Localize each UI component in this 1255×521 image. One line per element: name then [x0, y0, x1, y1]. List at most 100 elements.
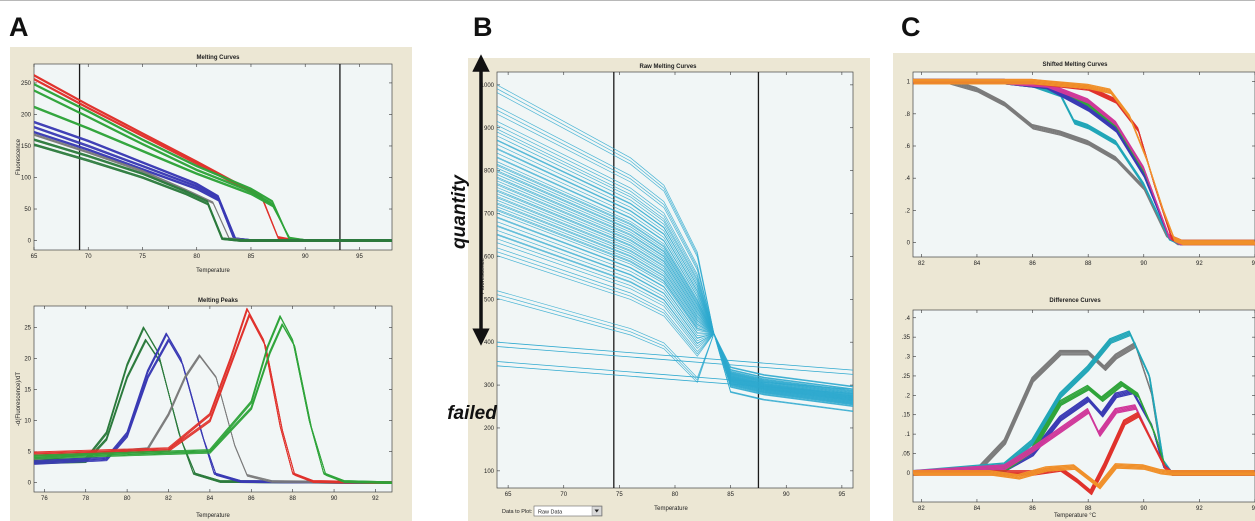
y-tick-label: 100 — [484, 469, 495, 475]
series-line — [913, 466, 1255, 489]
failed-curve — [497, 365, 853, 394]
y-tick-label: 200 — [21, 112, 32, 118]
panel-letter-b: B — [473, 12, 493, 42]
raw-curve — [497, 255, 853, 407]
series-line — [913, 464, 1255, 486]
y-axis-label: Fluorescence — [16, 138, 22, 175]
y-tick-label: 200 — [484, 426, 495, 432]
plot-area — [33, 305, 393, 493]
annotation-failed: failed — [447, 403, 497, 424]
x-tick-label: 80 — [193, 254, 200, 260]
x-tick-label: 94 — [1252, 506, 1255, 512]
failed-curve — [497, 341, 853, 371]
series-line — [34, 145, 392, 242]
x-axis-label: Temperature — [196, 513, 230, 519]
x-tick-label: 86 — [1029, 261, 1036, 267]
y-tick-label: .1 — [905, 432, 911, 438]
series-line — [34, 105, 392, 241]
raw-curve — [497, 229, 853, 404]
y-tick-label: 50 — [24, 207, 31, 213]
raw-curve — [497, 180, 853, 398]
x-tick-label: 92 — [1196, 261, 1203, 267]
raw-curve — [497, 290, 853, 412]
raw-curve — [497, 144, 853, 394]
raw-curve — [497, 298, 853, 413]
raw-curve — [497, 221, 853, 403]
x-tick-label: 84 — [974, 261, 981, 267]
y-tick-label: 0 — [907, 471, 911, 477]
raw-curve — [497, 113, 853, 390]
raw-curve — [497, 163, 853, 396]
y-tick-label: 25 — [24, 326, 31, 332]
chart-title: Melting Peaks — [198, 298, 239, 304]
chart-title: Shifted Melting Curves — [1042, 62, 1108, 68]
data-to-plot-label: Data to Plot: — [502, 509, 533, 515]
x-tick-label: 94 — [1252, 261, 1255, 267]
series-line — [34, 325, 392, 485]
x-tick-label: 70 — [85, 254, 92, 260]
x-tick-label: 76 — [41, 496, 48, 502]
raw-curve — [497, 196, 853, 400]
failed-curve — [497, 346, 853, 375]
raw-curve — [497, 135, 853, 393]
raw-curve — [497, 148, 853, 395]
x-tick-label: 82 — [165, 496, 172, 502]
raw-curve — [497, 140, 853, 394]
x-tick-label: 95 — [356, 254, 363, 260]
y-tick-label: 0 — [907, 241, 911, 247]
raw-curve — [497, 217, 853, 403]
y-tick-label: 5 — [28, 450, 32, 456]
x-tick-label: 90 — [302, 254, 309, 260]
y-tick-label: .8 — [905, 112, 911, 118]
x-tick-label: 88 — [289, 496, 296, 502]
y-tick-label: 500 — [484, 297, 495, 303]
x-tick-label: 82 — [918, 506, 925, 512]
chart-melting-peaks: Melting Peaks 76 78 80 82 84 86 88 90 92 0 5 10 15 20… — [16, 298, 393, 519]
annotation-quantity: quantity — [449, 174, 470, 249]
raw-curve — [497, 251, 853, 407]
x-tick-label: 70 — [560, 492, 567, 498]
series-line — [34, 143, 392, 241]
x-axis-label: Temperature — [196, 268, 230, 274]
x-tick-label: 88 — [1085, 506, 1092, 512]
y-tick-label: 20 — [24, 357, 31, 363]
raw-curve — [497, 170, 853, 397]
x-tick-label: 90 — [1140, 261, 1147, 267]
figure-top-border — [0, 0, 1255, 1]
raw-curve — [497, 212, 853, 402]
y-tick-label: 0 — [28, 239, 32, 245]
y-tick-label: 800 — [484, 169, 495, 175]
x-tick-label: 88 — [1085, 261, 1092, 267]
x-tick-label: 80 — [124, 496, 131, 502]
x-tick-label: 65 — [31, 254, 38, 260]
y-tick-label: 1 — [907, 80, 911, 86]
chart-title: Melting Curves — [196, 55, 240, 61]
dropdown-value: Raw Data — [538, 510, 563, 516]
raw-curve — [497, 152, 853, 395]
x-tick-label: 78 — [82, 496, 89, 502]
y-tick-label: .3 — [905, 355, 911, 361]
chart-title: Raw Melting Curves — [639, 64, 697, 70]
x-tick-label: 90 — [1140, 506, 1147, 512]
series-line — [913, 83, 1255, 246]
x-tick-label: 95 — [839, 492, 846, 498]
data-to-plot-dropdown[interactable]: Raw Data — [533, 505, 603, 517]
x-tick-label: 86 — [1029, 506, 1036, 512]
raw-curve — [497, 131, 853, 393]
raw-curve — [497, 226, 853, 404]
raw-curve — [497, 247, 853, 407]
raw-curve — [497, 92, 853, 388]
chart-melting-curves: Melting Curves 65 70 75 80 85 90 95 0 50 100 150 20… — [16, 55, 393, 274]
x-axis-label: Temperature °C — [1054, 513, 1097, 519]
y-tick-label: .6 — [905, 144, 911, 150]
series-line — [913, 465, 1255, 488]
series-line — [34, 356, 392, 485]
y-tick-label: .4 — [905, 316, 911, 322]
raw-curve — [497, 176, 853, 398]
y-tick-label: .05 — [902, 452, 911, 458]
x-tick-label: 75 — [139, 254, 146, 260]
y-tick-label: 900 — [484, 126, 495, 132]
x-tick-label: 92 — [372, 496, 379, 502]
chart-shifted-melting-curves: Shifted Melting Curves 82 84 86 88 90 92 94 0 .2… — [905, 62, 1255, 267]
chart-title: Difference Curves — [1049, 298, 1101, 304]
